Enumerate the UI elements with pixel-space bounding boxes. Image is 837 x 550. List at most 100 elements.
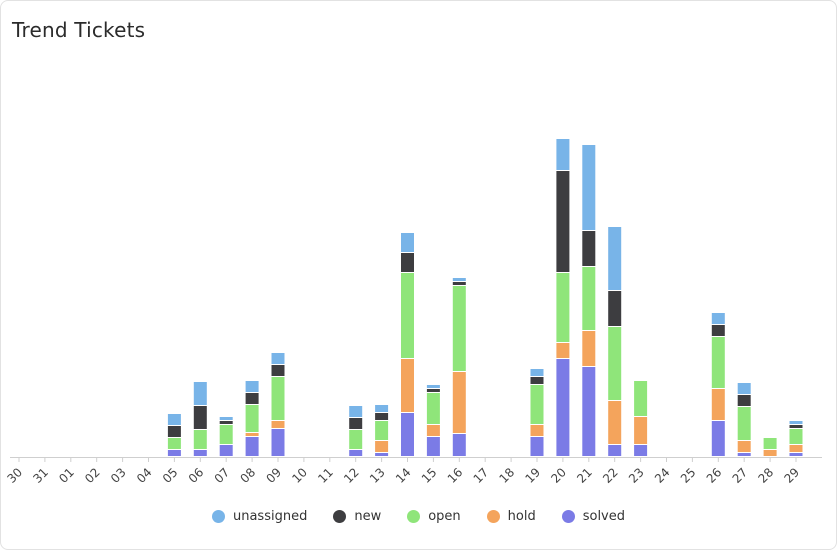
bar-open-16[interactable] — [452, 286, 466, 371]
bar-open-06[interactable] — [193, 430, 207, 449]
bar-hold-20[interactable] — [556, 343, 570, 358]
bar-new-16[interactable] — [452, 282, 466, 285]
bar-new-29[interactable] — [789, 425, 803, 428]
bar-open-14[interactable] — [401, 273, 414, 358]
bar-solved-12[interactable] — [349, 450, 363, 456]
x-tick-label: 09 — [263, 465, 284, 486]
bar-solved-08[interactable] — [245, 437, 259, 456]
bar-open-27[interactable] — [737, 407, 751, 440]
bar-unassigned-16[interactable] — [452, 278, 466, 281]
legend-item-hold[interactable]: hold — [486, 509, 536, 524]
bar-hold-08[interactable] — [245, 433, 259, 436]
bar-unassigned-27[interactable] — [737, 383, 751, 394]
bar-solved-15[interactable] — [426, 437, 440, 456]
bar-open-28[interactable] — [763, 438, 777, 449]
x-tick-label: 20 — [548, 465, 569, 486]
bar-solved-21[interactable] — [582, 367, 596, 456]
legend-item-unassigned[interactable]: unassigned — [211, 509, 308, 524]
bar-open-05[interactable] — [167, 438, 181, 449]
bar-unassigned-05[interactable] — [167, 414, 181, 425]
bar-unassigned-15[interactable] — [426, 385, 440, 388]
bar-hold-29[interactable] — [789, 445, 803, 452]
bar-hold-27[interactable] — [737, 441, 751, 452]
bar-new-20[interactable] — [556, 171, 570, 272]
bar-open-19[interactable] — [530, 385, 544, 424]
bar-hold-28[interactable] — [763, 450, 777, 456]
bar-hold-14[interactable] — [401, 359, 414, 412]
bar-unassigned-22[interactable] — [608, 227, 622, 290]
bar-solved-16[interactable] — [452, 434, 466, 456]
legend-label-hold: hold — [507, 509, 536, 524]
bar-open-12[interactable] — [349, 430, 363, 449]
bar-solved-07[interactable] — [219, 445, 233, 456]
bar-new-12[interactable] — [349, 418, 363, 429]
bar-unassigned-13[interactable] — [375, 405, 389, 412]
bar-solved-19[interactable] — [530, 437, 544, 456]
bar-new-05[interactable] — [167, 426, 181, 437]
bar-open-22[interactable] — [608, 327, 622, 400]
bar-solved-20[interactable] — [556, 359, 570, 456]
bar-hold-16[interactable] — [452, 372, 466, 433]
bar-solved-14[interactable] — [401, 413, 414, 456]
legend-swatch-solved — [561, 510, 575, 523]
bar-unassigned-29[interactable] — [789, 421, 803, 424]
x-tick-label: 07 — [212, 465, 233, 486]
bar-new-14[interactable] — [401, 253, 414, 272]
legend-item-new[interactable]: new — [333, 509, 381, 524]
bar-new-22[interactable] — [608, 291, 622, 326]
bar-solved-27[interactable] — [737, 453, 751, 456]
legend-label-unassigned: unassigned — [232, 509, 308, 524]
bar-solved-26[interactable] — [711, 421, 725, 456]
bar-open-15[interactable] — [426, 393, 440, 424]
bar-open-21[interactable] — [582, 267, 596, 330]
bar-unassigned-26[interactable] — [711, 313, 725, 324]
bar-unassigned-20[interactable] — [556, 139, 570, 170]
bar-hold-23[interactable] — [634, 417, 648, 444]
bar-solved-13[interactable] — [375, 453, 389, 456]
bar-hold-19[interactable] — [530, 425, 544, 436]
bar-unassigned-21[interactable] — [582, 145, 596, 230]
bar-hold-13[interactable] — [375, 441, 389, 452]
bar-new-06[interactable] — [193, 406, 207, 429]
bar-hold-26[interactable] — [711, 389, 725, 420]
bar-open-07[interactable] — [219, 425, 233, 444]
bar-new-08[interactable] — [245, 393, 259, 404]
bar-open-26[interactable] — [711, 337, 725, 388]
bar-unassigned-06[interactable] — [193, 382, 207, 405]
x-tick-label: 12 — [341, 465, 362, 486]
bar-new-07[interactable] — [219, 421, 233, 424]
bar-open-13[interactable] — [375, 421, 389, 440]
bar-hold-22[interactable] — [608, 401, 622, 444]
x-tick-label: 31 — [30, 465, 51, 486]
bar-solved-29[interactable] — [789, 453, 803, 456]
bar-unassigned-08[interactable] — [245, 381, 259, 392]
bar-unassigned-14[interactable] — [401, 233, 414, 252]
bar-unassigned-09[interactable] — [271, 353, 285, 364]
bar-open-29[interactable] — [789, 429, 803, 444]
bar-solved-09[interactable] — [271, 429, 285, 456]
bar-open-08[interactable] — [245, 405, 259, 432]
bar-new-09[interactable] — [271, 365, 285, 376]
bar-new-27[interactable] — [737, 395, 751, 406]
bar-unassigned-19[interactable] — [530, 369, 544, 376]
bar-new-15[interactable] — [426, 389, 440, 392]
bar-unassigned-07[interactable] — [219, 417, 233, 420]
bar-new-19[interactable] — [530, 377, 544, 384]
bar-new-26[interactable] — [711, 325, 725, 336]
legend-item-open[interactable]: open — [407, 509, 461, 524]
bar-unassigned-12[interactable] — [349, 406, 363, 417]
legend-item-solved[interactable]: solved — [561, 509, 625, 524]
bar-hold-15[interactable] — [426, 425, 440, 436]
bar-new-21[interactable] — [582, 231, 596, 266]
bar-new-13[interactable] — [375, 413, 389, 420]
bar-open-23[interactable] — [634, 381, 648, 416]
bar-solved-23[interactable] — [634, 445, 648, 456]
bar-open-20[interactable] — [556, 273, 570, 342]
bar-open-09[interactable] — [271, 377, 285, 420]
bar-hold-21[interactable] — [582, 331, 596, 366]
bar-solved-05[interactable] — [167, 450, 181, 456]
bar-hold-09[interactable] — [271, 421, 285, 428]
bar-solved-22[interactable] — [608, 445, 622, 456]
bar-solved-06[interactable] — [193, 450, 207, 456]
